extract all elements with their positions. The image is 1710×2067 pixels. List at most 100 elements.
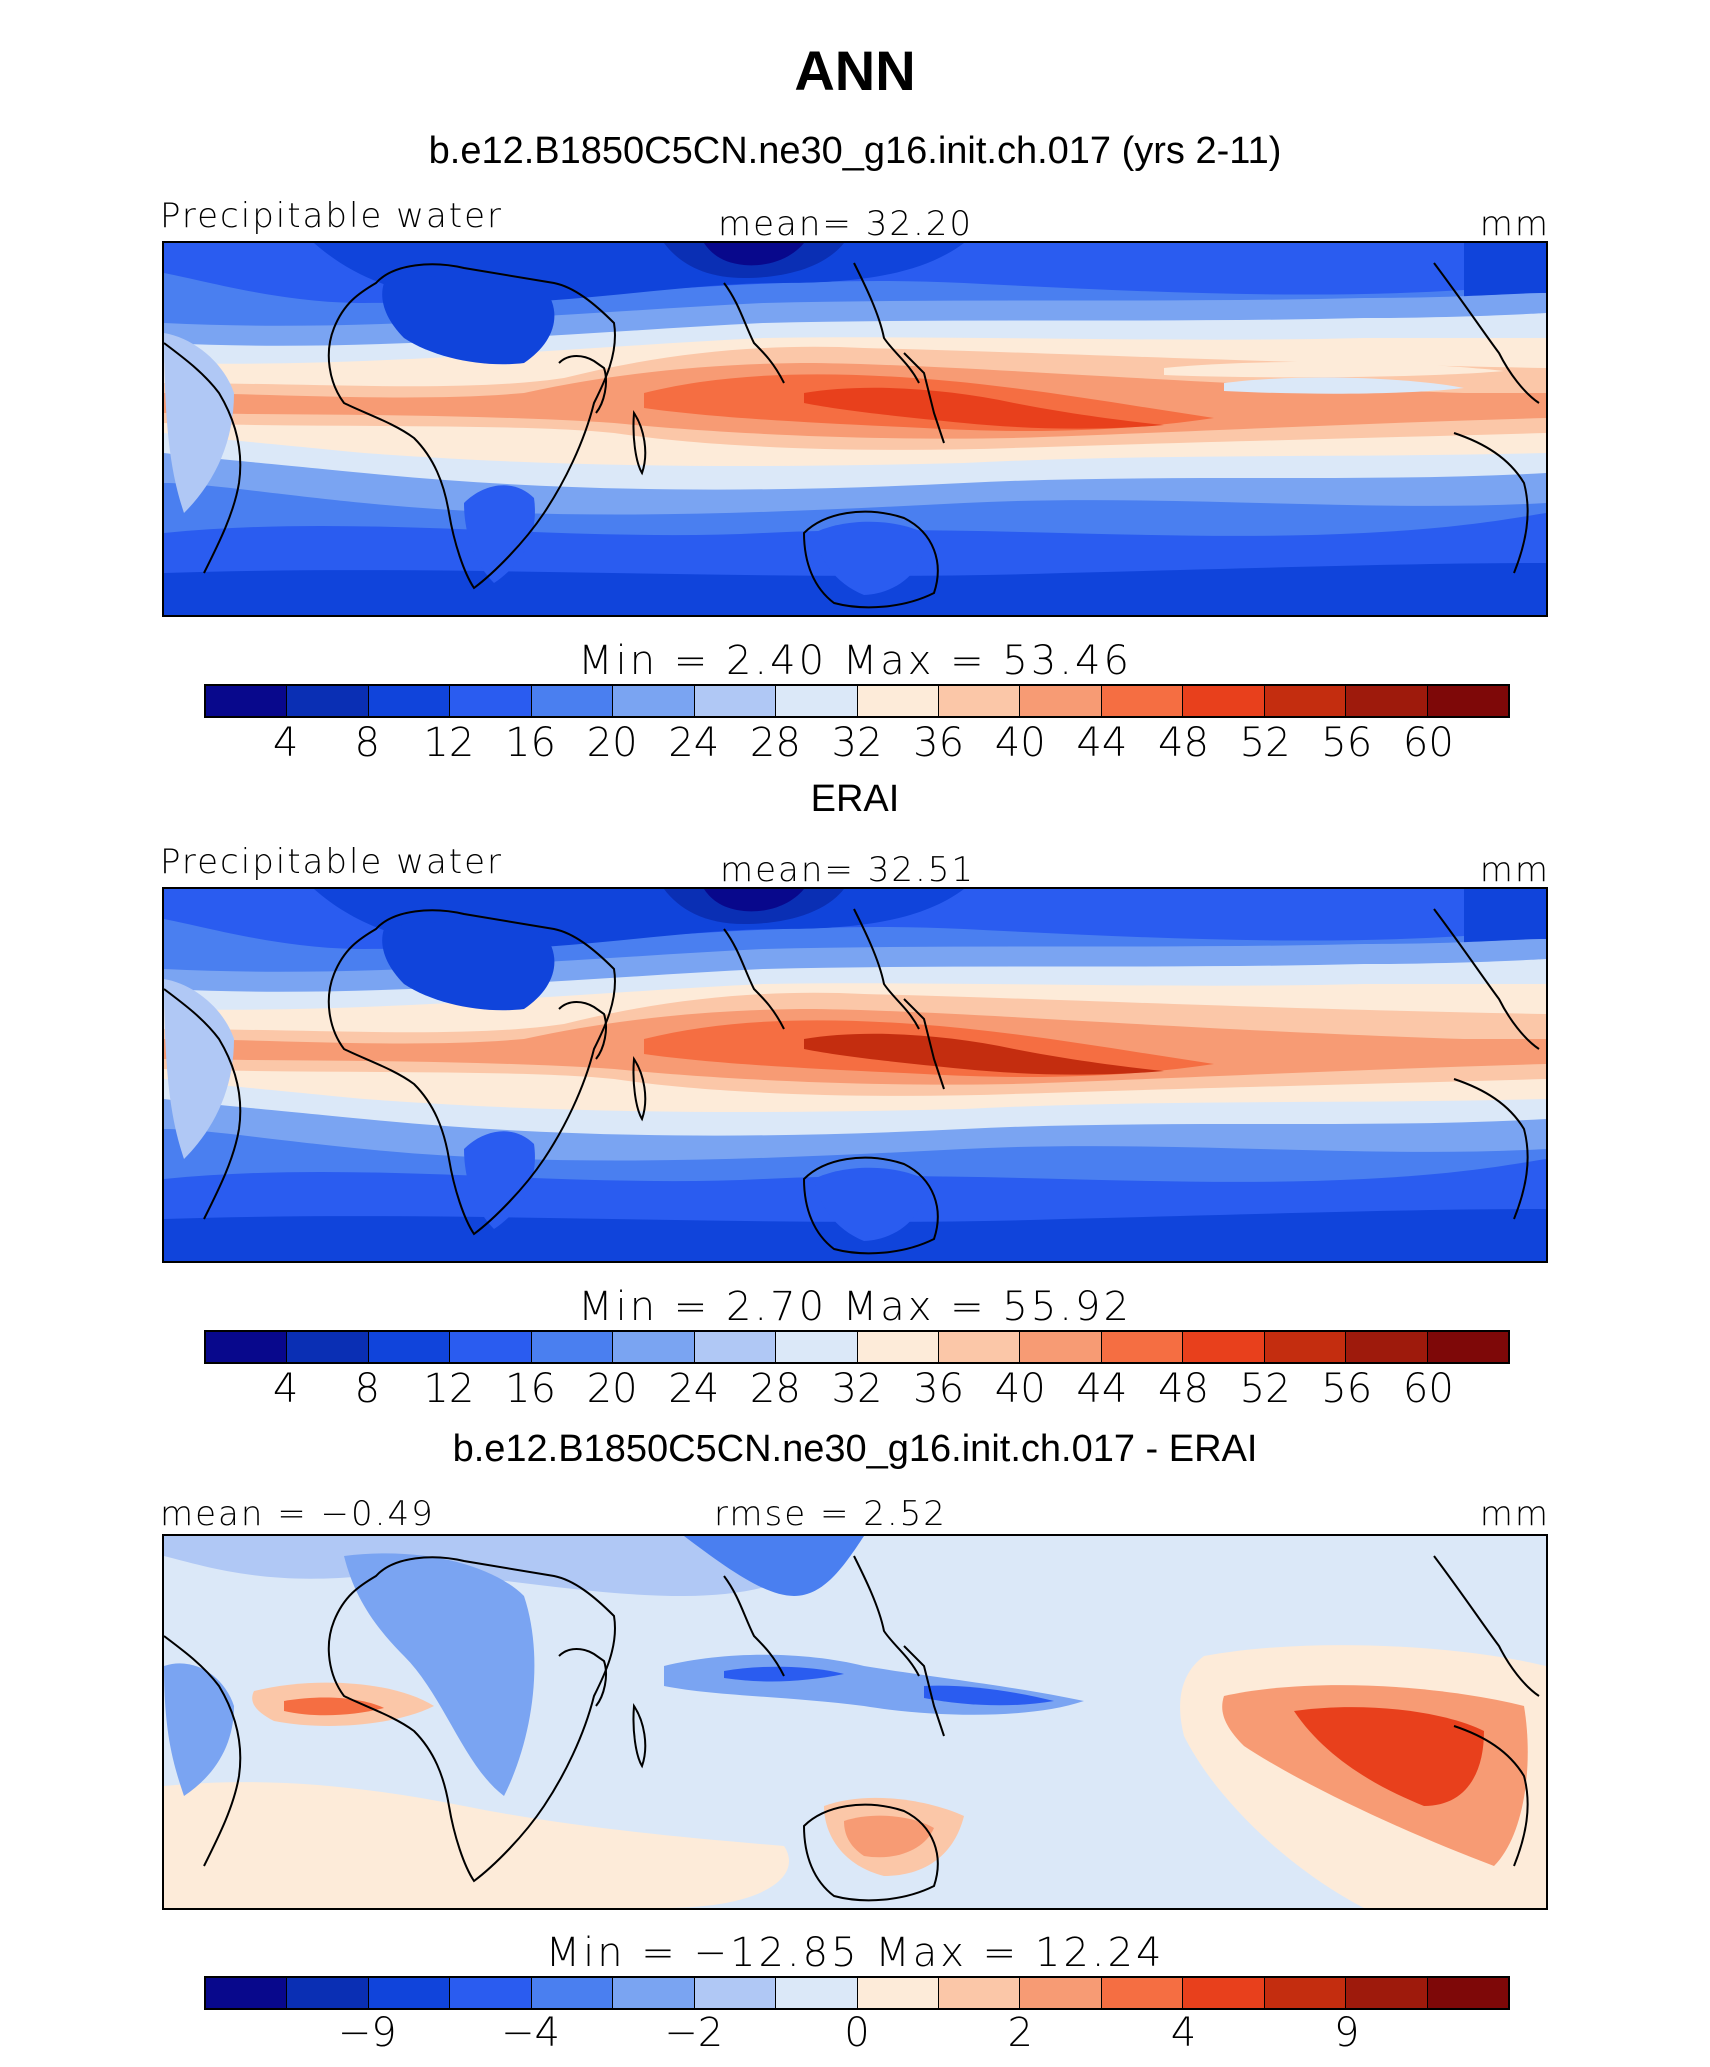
colorbar-tick-label: 8 — [354, 1366, 380, 1412]
panel-3-subtitle: b.e12.B1850C5CN.ne30_g16.init.ch.017 - E… — [452, 1428, 1258, 1470]
colorbar-tick-label: 48 — [1158, 1366, 1209, 1412]
colorbar-tick-label: 60 — [1402, 1366, 1454, 1412]
contour-band — [704, 243, 804, 266]
colorbar-swatch — [1020, 1978, 1102, 2008]
colorbar-tick-label: 9 — [1334, 2010, 1360, 2056]
colorbar-tick-label: 28 — [749, 720, 801, 766]
panel-2-colorbar-ticks: 4 8 12 16 20 24 28 32 36 40 44 48 52 56 60 — [204, 1366, 1510, 1416]
panel-3-map — [162, 1534, 1548, 1910]
colorbar-swatch — [206, 1978, 288, 2008]
colorbar-tick-label: −4 — [501, 2010, 560, 2056]
colorbar-swatch — [776, 686, 858, 716]
panel-1-variable-label: Precipitable water — [160, 196, 504, 236]
colorbar-tick-label: 0 — [844, 2010, 870, 2056]
coastline — [1433, 262, 1540, 404]
colorbar-swatch — [1020, 686, 1102, 716]
colorbar-swatch — [1183, 686, 1265, 716]
colorbar-swatch — [531, 1978, 614, 2008]
colorbar-swatch — [450, 1978, 532, 2008]
contour-band — [684, 1536, 864, 1596]
panel-3-colorbar-ticks: −9 −4 −2 0 2 4 9 — [204, 2010, 1510, 2060]
colorbar-swatch — [694, 1332, 777, 1362]
colorbar-tick-label: 40 — [994, 1366, 1046, 1412]
colorbar-swatch — [938, 1978, 1021, 2008]
panel-1-colorbar — [204, 684, 1510, 718]
colorbar-swatch — [1101, 1332, 1184, 1362]
colorbar-swatch — [1020, 1332, 1102, 1362]
colorbar-swatch — [1346, 1978, 1428, 2008]
colorbar-swatch — [368, 1332, 451, 1362]
colorbar-tick-label: 36 — [913, 720, 965, 766]
colorbar-swatch — [1183, 1978, 1265, 2008]
coastline — [164, 988, 242, 1220]
coastline — [802, 510, 939, 609]
coastline — [558, 1001, 607, 1060]
panel-3-units-label: mm — [1479, 1494, 1550, 1534]
coastline — [1453, 432, 1529, 574]
colorbar-swatch — [694, 1978, 777, 2008]
coastline — [1433, 1555, 1540, 1697]
colorbar-tick-label: 56 — [1321, 720, 1373, 766]
colorbar-swatch — [1264, 1332, 1347, 1362]
colorbar-swatch — [206, 1332, 288, 1362]
coastline — [164, 342, 242, 574]
colorbar-tick-label: 44 — [1076, 1366, 1128, 1412]
coastline — [1433, 908, 1540, 1050]
colorbar-swatch — [287, 1978, 369, 2008]
panel-3-mean-label: mean = −0.49 — [160, 1494, 435, 1534]
coastline — [903, 1645, 945, 1737]
colorbar-tick-label: −2 — [664, 2010, 724, 2056]
contour-band — [814, 521, 925, 595]
panel-3-rmse-label: rmse = 2.52 — [714, 1494, 947, 1534]
colorbar-swatch — [1346, 1332, 1428, 1362]
colorbar-tick-label: 32 — [831, 720, 883, 766]
contour-band — [164, 333, 234, 513]
coastline — [327, 263, 616, 590]
colorbar-tick-label: 2 — [1007, 2010, 1033, 2056]
panel-2-map — [162, 887, 1548, 1263]
colorbar-swatch — [450, 686, 532, 716]
contour-band — [382, 276, 555, 365]
colorbar-tick-label: 16 — [505, 720, 556, 766]
colorbar-swatch — [938, 686, 1021, 716]
colorbar-tick-label: 4 — [1170, 2010, 1197, 2056]
colorbar-swatch — [1264, 1978, 1347, 2008]
panel-1-colorbar-ticks: 4 8 12 16 20 24 28 32 36 40 44 48 52 56 60 — [204, 720, 1510, 770]
contour-band — [464, 485, 535, 583]
panel-1-units-label: mm — [1479, 204, 1550, 244]
contour-band — [1294, 1707, 1484, 1806]
colorbar-swatch — [1101, 1978, 1184, 2008]
coastline — [723, 1575, 785, 1677]
colorbar-tick-label: 56 — [1321, 1366, 1373, 1412]
panel-2-colorbar — [204, 1330, 1510, 1364]
colorbar-tick-label: 4 — [272, 720, 299, 766]
contour-band — [924, 1685, 1054, 1706]
coastline — [164, 1635, 242, 1867]
colorbar-swatch — [857, 1332, 939, 1362]
panel-2-variable-label: Precipitable water — [160, 842, 504, 882]
panel-3-minmax: Min = −12.85 Max = 12.24 — [545, 1930, 1165, 1976]
coastline — [853, 1555, 920, 1677]
panel-2-subtitle: ERAI — [810, 778, 900, 820]
coastline — [802, 1156, 939, 1255]
colorbar-tick-label: 12 — [423, 720, 475, 766]
coastline — [327, 909, 616, 1236]
colorbar-tick-label: 12 — [423, 1366, 475, 1412]
contour-band — [804, 387, 1164, 429]
colorbar-tick-label: 36 — [913, 1366, 965, 1412]
colorbar-swatch — [613, 1332, 695, 1362]
contour-band — [704, 889, 804, 912]
contour-band — [1224, 377, 1464, 394]
colorbar-swatch — [531, 1332, 614, 1362]
colorbar-tick-label: 48 — [1158, 720, 1209, 766]
colorbar-swatch — [776, 1978, 858, 2008]
colorbar-tick-label: 4 — [272, 1366, 299, 1412]
coastline — [327, 1556, 616, 1883]
panel-3-colorbar — [204, 1976, 1510, 2010]
contour-band — [344, 1553, 535, 1796]
coastline — [1453, 1078, 1529, 1220]
colorbar-swatch — [1427, 1978, 1508, 2008]
coastline — [903, 352, 945, 444]
colorbar-swatch — [1183, 1332, 1265, 1362]
colorbar-swatch — [776, 1332, 858, 1362]
